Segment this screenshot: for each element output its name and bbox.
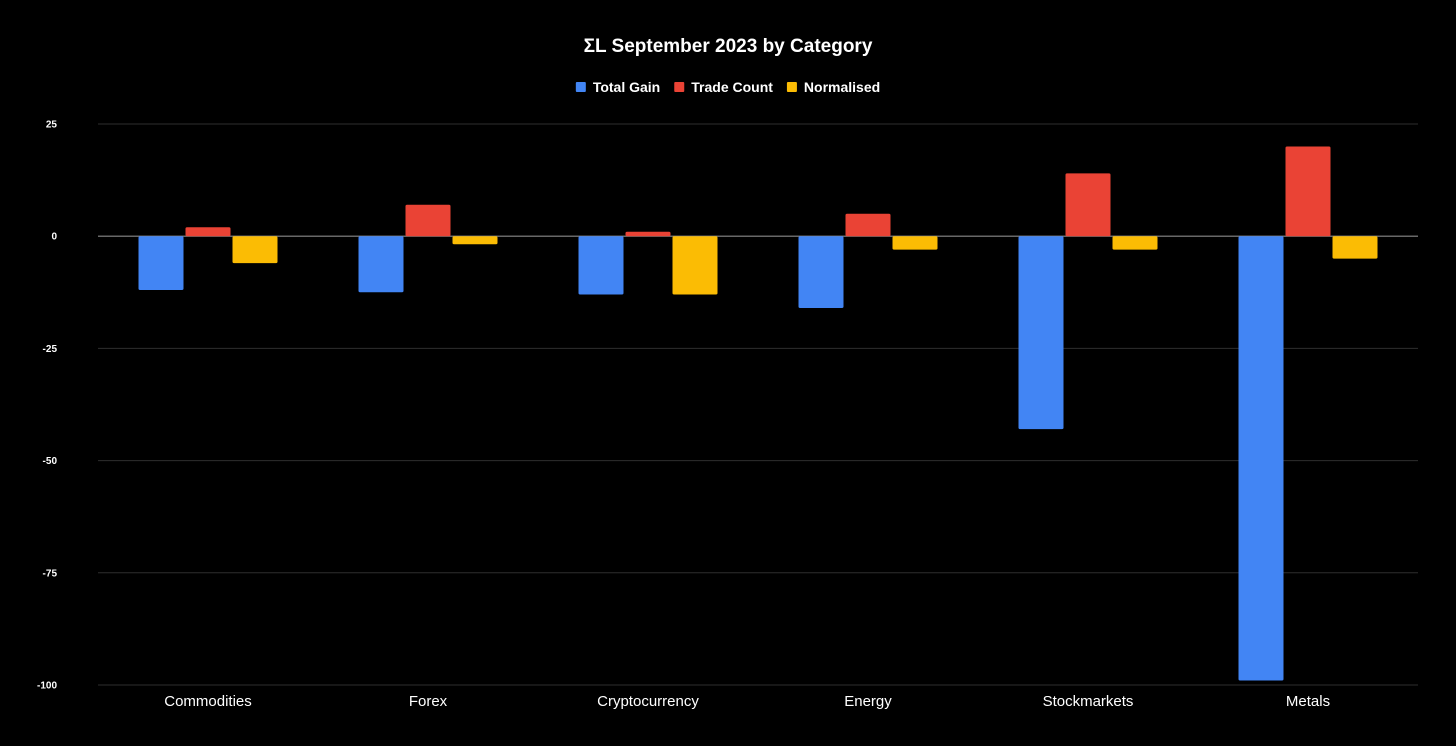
- bar-trade-count-stockmarkets: [1065, 173, 1111, 237]
- x-tick-label: Forex: [409, 693, 448, 710]
- y-tick-label: 0: [51, 232, 57, 243]
- x-tick-label: Cryptocurrency: [597, 693, 699, 710]
- bar-trade-count-commodities: [185, 227, 231, 237]
- bar-total-gain-commodities: [138, 236, 184, 291]
- legend-label: Trade Count: [691, 79, 773, 95]
- legend-swatch: [674, 82, 685, 92]
- x-tick-label: Energy: [844, 693, 892, 710]
- legend-swatch: [786, 82, 797, 92]
- y-axis-ticks: 25 0 -25 -50 -75 -100: [37, 120, 57, 692]
- bar-trade-count-cryptocurrency: [625, 231, 671, 237]
- bar-normalised-metals: [1332, 236, 1378, 259]
- bar-trade-count-energy: [845, 213, 891, 237]
- bars: [138, 146, 1378, 681]
- gridlines: [98, 123, 1418, 686]
- bar-normalised-stockmarkets: [1112, 236, 1158, 250]
- x-tick-label: Commodities: [164, 693, 252, 710]
- bar-total-gain-cryptocurrency: [578, 236, 624, 295]
- legend-item-trade-count: Trade Count: [674, 79, 773, 95]
- bar-total-gain-energy: [798, 236, 844, 309]
- bar-normalised-commodities: [232, 236, 278, 264]
- legend: Total Gain Trade Count Normalised: [575, 79, 880, 95]
- bar-normalised-forex: [452, 236, 498, 245]
- bar-total-gain-metals: [1238, 236, 1284, 681]
- bar-total-gain-stockmarkets: [1018, 236, 1064, 430]
- legend-item-total-gain: Total Gain: [575, 79, 660, 95]
- x-tick-label: Stockmarkets: [1043, 693, 1134, 710]
- legend-label: Normalised: [804, 79, 880, 95]
- bar-trade-count-metals: [1285, 146, 1331, 237]
- x-axis-ticks: Commodities Forex Cryptocurrency Energy Stoc…: [164, 693, 1330, 710]
- bar-normalised-cryptocurrency: [672, 236, 718, 295]
- x-tick-label: Metals: [1286, 693, 1330, 710]
- y-tick-label: -50: [43, 456, 58, 467]
- legend-swatch: [575, 82, 586, 92]
- y-tick-label: -75: [43, 568, 58, 579]
- legend-item-normalised: Normalised: [786, 79, 880, 95]
- chart-title: ΣL September 2023 by Category: [584, 36, 873, 57]
- y-tick-label: -100: [37, 681, 57, 692]
- legend-label: Total Gain: [593, 79, 660, 95]
- bar-normalised-energy: [892, 236, 938, 250]
- bar-trade-count-forex: [405, 204, 451, 237]
- y-tick-label: 25: [46, 120, 58, 131]
- y-tick-label: -25: [43, 344, 58, 355]
- bar-total-gain-forex: [358, 236, 404, 293]
